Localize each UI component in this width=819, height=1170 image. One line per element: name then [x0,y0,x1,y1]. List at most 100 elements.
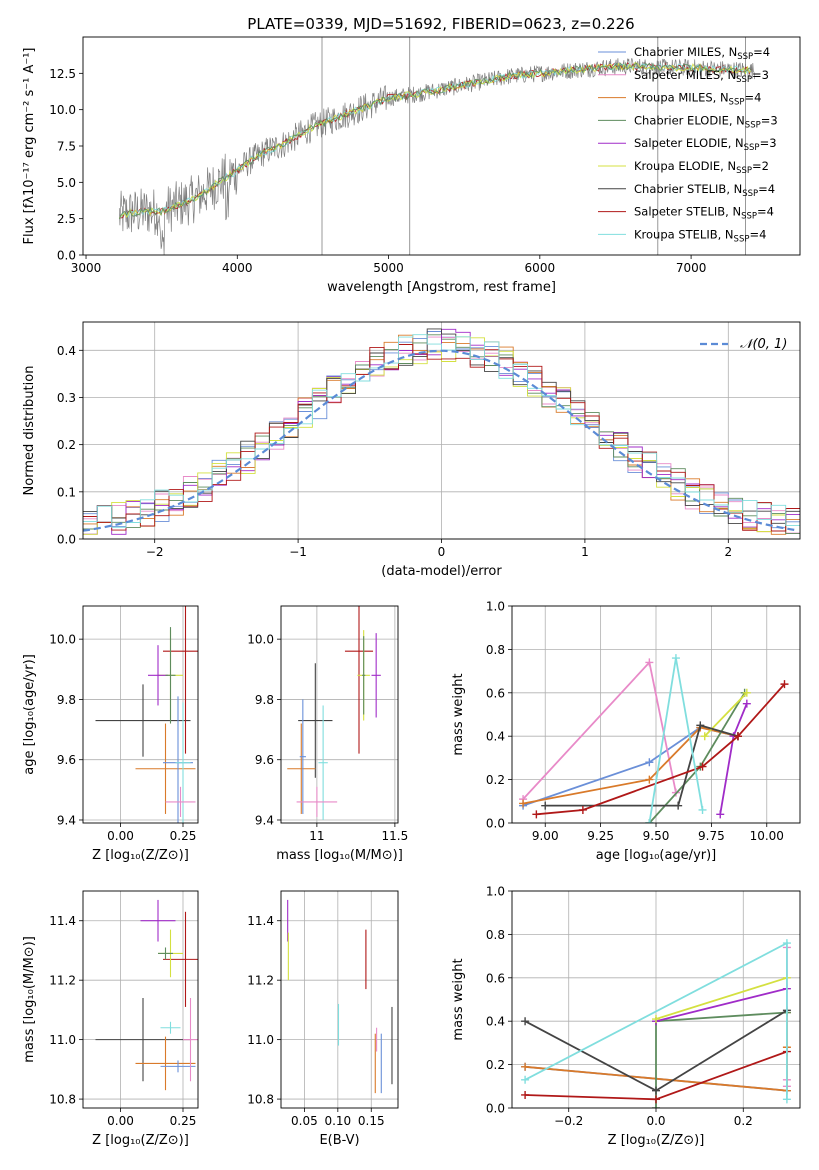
legend-label: Kroupa ELODIE, NSSP=2 [634,159,769,176]
y-tick-label: 9.8 [57,693,76,707]
x-tick-label: 9.75 [698,829,725,843]
legend-label-text: Chabrier MILES, N [634,45,737,59]
legend-label-subscript: SSP [745,120,761,130]
y-tick-label: 11.4 [49,914,76,928]
mass-weight-marker [700,732,709,741]
mass-weight-marker [696,721,705,730]
legend-label-tail: =2 [752,159,769,173]
x-tick-label: 11.5 [382,829,409,843]
mass-weight-marker [652,1015,660,1024]
mass-weight-marker [521,1062,530,1071]
errorbar-point [95,998,191,1082]
y-axis-label: Normed distribution [22,366,37,496]
y-tick-label: 10.8 [49,1093,76,1107]
plot-area [95,606,198,823]
mass-weight-marker [733,732,742,741]
mass-vs-extinction-panel: 0.05 0.10 0.15 10.8 11.0 11.2 11.4 E(B-V) [247,890,399,1148]
spectrum-panel: 3000 4000 5000 6000 7000 0.0 2.5 5.0 7.5 10.0 12.5… [22,36,801,295]
y-tick-label: 2.5 [57,212,76,226]
axes-frame [511,890,801,1109]
observed-spectrum [118,58,755,255]
mass-weight-line [522,726,739,805]
y-tick-label: 0.8 [486,928,505,942]
axes: 0.00 0.25 10.8 11.0 11.2 11.4 Z [log₁₀(Z/Z⊙)] m… [22,890,199,1148]
errorbar-point [140,899,176,942]
y-tick-label: 0.2 [57,438,76,452]
x-tick-label: 0.2 [734,1114,753,1128]
y-tick-label: 0.4 [486,1015,505,1029]
residual-histogram [83,344,800,532]
errorbar-point [135,1036,196,1091]
legend-label: Chabrier MILES, NSSP=4 [634,45,770,62]
y-tick-label: 10.8 [247,1093,274,1107]
x-tick-label: 0.15 [358,1114,385,1128]
axes: 3000 4000 5000 6000 7000 0.0 2.5 5.0 7.5 10.0 12.5… [22,36,801,295]
model-spectrum [118,61,752,220]
legend-label-tail: =4 [744,91,761,105]
y-tick-label: 0.3 [57,391,76,405]
y-tick-label: 11.4 [247,914,274,928]
age-vs-mass-panel: 11 11.5 9.4 9.6 9.8 10.0 mass [log₁₀(M/M⊙)] [247,605,409,863]
mass-weight-line [655,987,788,1023]
y-tick-label: 0.4 [57,344,76,358]
residuals-legend: 𝒩(0, 1) [700,337,787,352]
residual-histogram [83,328,800,525]
y-tick-label: 9.8 [255,693,274,707]
x-tick-label: −1 [289,545,307,559]
gaussian-reference-curve [83,349,798,532]
errorbar-point [371,633,381,718]
y-tick-label: 0.6 [486,686,505,700]
y-tick-label: 11.2 [49,974,76,988]
y-tick-label: 0.4 [486,730,505,744]
x-tick-label: 9.25 [587,829,614,843]
x-axis-label: E(B-V) [319,1133,359,1148]
x-tick-label: 0 [438,545,446,559]
x-tick-label: 4000 [222,261,253,275]
legend-label-text: Kroupa MILES, N [634,91,729,105]
plot-area [519,654,789,823]
mass-weight-marker [532,810,541,819]
errorbar-point [135,723,196,814]
x-axis-label: Z [log₁₀(Z/Z⊙)] [608,1133,705,1148]
residual-histogram [83,336,800,535]
mass-weight-marker [519,799,528,808]
mass-weight-marker [645,758,654,767]
y-tick-label: 10.0 [49,633,76,647]
plot-area [287,899,393,1094]
y-axis-label: mass weight [451,673,466,755]
y-tick-label: 9.4 [57,813,76,827]
y-tick-label: 11.2 [247,974,274,988]
axes-frame [82,890,199,1109]
x-tick-label: −2 [146,545,164,559]
x-tick-label: 0.00 [107,829,134,843]
x-axis-label: (data-model)/error [381,564,502,579]
errorbar-point [95,684,191,757]
x-tick-label: 6000 [525,261,556,275]
errorbar-point [160,1021,181,1034]
mass-weight-marker [521,1017,530,1026]
y-axis-label: age [log₁₀(age/yr)] [22,654,37,775]
axes-frame [280,605,399,824]
axes: 9.00 9.25 9.50 9.75 10.00 0.0 0.2 0.4 0.6 0.8 1.0 a… [451,600,801,863]
errorbar-point [175,702,191,823]
x-tick-label: 9.50 [643,829,670,843]
errorbar-point [287,723,316,814]
errorbar-point [160,1060,196,1073]
legend-label: Salpeter STELIB, NSSP=4 [634,205,774,222]
mass-weight-marker [578,805,587,814]
mass-vs-metallicity-panel: 0.00 0.25 10.8 11.0 11.2 11.4 Z [log₁₀(Z/Z⊙)] m… [22,890,199,1148]
errorbar-point [318,705,328,820]
mass-weight-marker [645,658,654,667]
axes-frame [82,321,801,540]
y-tick-label: 7.5 [57,140,76,154]
mass-weight-marker [645,775,654,784]
y-tick-label: 0.1 [57,485,76,499]
legend-label-subscript: SSP [741,212,757,222]
age-vs-metallicity-panel: 0.00 0.25 9.4 9.6 9.8 10.0 Z [log₁₀(Z/Z⊙)] age … [22,605,199,863]
errorbar-point [165,627,176,724]
legend-label-tail: =3 [752,68,769,82]
legend-label-tail: =4 [749,227,766,241]
y-tick-label: 0.2 [486,773,505,787]
y-axis-label: Flux [fλ10⁻¹⁷ erg cm⁻² s⁻¹ A⁻¹] [22,48,37,245]
